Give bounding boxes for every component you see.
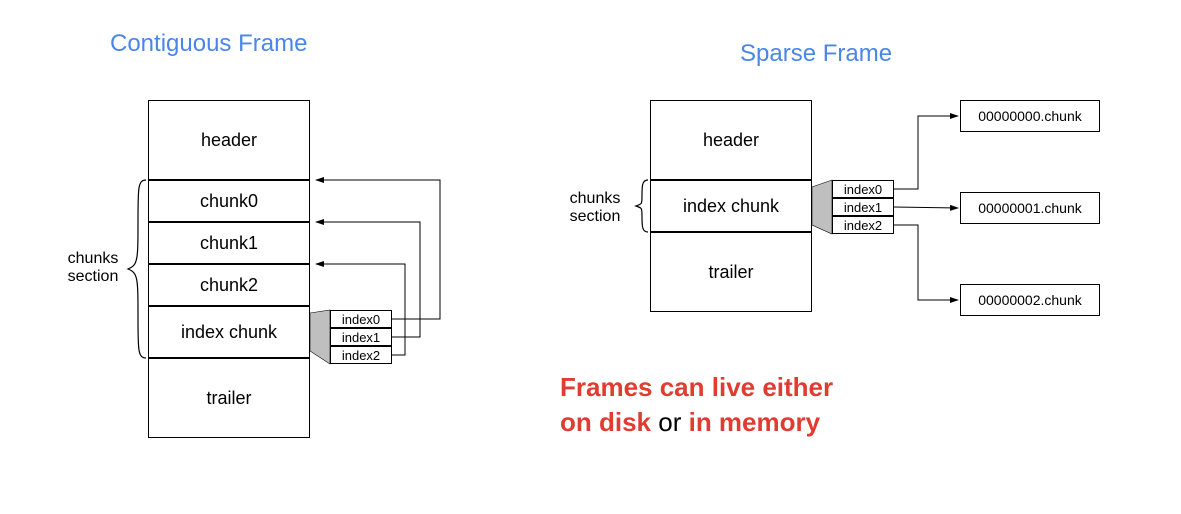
right-index1-label: index1 [844,200,882,215]
left-index-chunk-box: index chunk [148,306,310,358]
right-index2-label: index2 [844,218,882,233]
right-title: Sparse Frame [740,40,892,68]
left-index0-label: index0 [342,312,380,327]
right-file1-box: 00000001.chunk [960,192,1100,224]
right-index-chunk-label: index chunk [683,196,779,217]
right-index-chunk-box: index chunk [650,180,812,232]
left-index1-box: index1 [330,328,392,346]
right-chunks-l1: chunks [570,190,621,207]
left-trailer-label: trailer [206,388,251,409]
right-fanout [812,180,832,234]
left-chunk0-box: chunk0 [148,180,310,222]
left-index0-box: index0 [330,310,392,328]
left-brace [128,180,146,358]
callout-l2a: on disk [560,407,651,437]
right-file2-box: 00000002.chunk [960,284,1100,316]
left-chunk0-label: chunk0 [200,191,258,212]
left-index-chunk-label: index chunk [181,322,277,343]
left-index1-label: index1 [342,330,380,345]
left-chunk2-label: chunk2 [200,275,258,296]
right-file2-label: 00000002.chunk [978,292,1082,308]
left-chunks-section-label: chunks section [58,250,128,286]
right-header-box: header [650,100,812,180]
frames-callout: Frames can live either on disk or in mem… [560,370,833,440]
left-header-label: header [201,130,257,151]
left-chunk2-box: chunk2 [148,264,310,306]
right-chunks-section-label: chunks section [560,190,630,226]
right-trailer-label: trailer [708,262,753,283]
left-index2-label: index2 [342,348,380,363]
right-chunks-l2: section [570,208,621,225]
left-index2-box: index2 [330,346,392,364]
left-chunk1-label: chunk1 [200,233,258,254]
right-file0-box: 00000000.chunk [960,100,1100,132]
callout-l2b: or [651,407,689,437]
right-index0-box: index0 [832,180,894,198]
right-file1-label: 00000001.chunk [978,200,1082,216]
callout-l1: Frames can live either [560,372,833,402]
left-chunks-l2: section [68,268,119,285]
left-chunks-l1: chunks [68,250,119,267]
left-arrow-idx0 [316,180,440,319]
right-index1-box: index1 [832,198,894,216]
right-arrow-idx1 [894,207,958,208]
right-trailer-box: trailer [650,232,812,312]
left-header-box: header [148,100,310,180]
right-index2-box: index2 [832,216,894,234]
right-arrow-idx2 [894,225,958,300]
right-header-label: header [703,130,759,151]
right-brace [636,180,648,232]
right-index0-label: index0 [844,182,882,197]
left-title: Contiguous Frame [110,30,307,58]
left-chunk1-box: chunk1 [148,222,310,264]
callout-l2c: in memory [689,407,821,437]
left-trailer-box: trailer [148,358,310,438]
right-arrow-idx0 [894,116,958,189]
right-file0-label: 00000000.chunk [978,108,1082,124]
left-fanout [310,310,330,364]
